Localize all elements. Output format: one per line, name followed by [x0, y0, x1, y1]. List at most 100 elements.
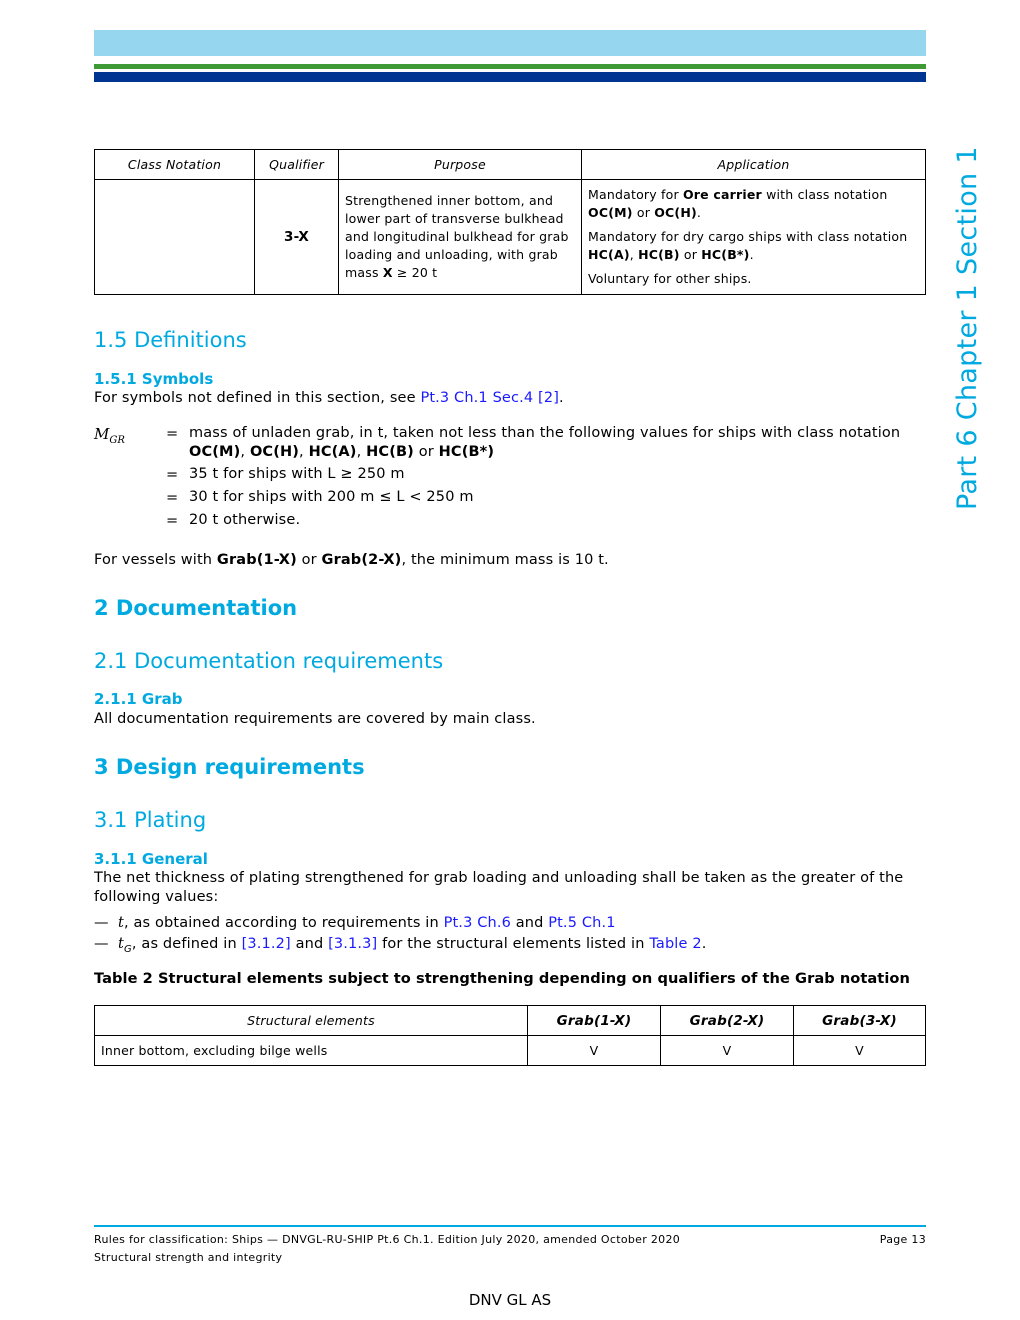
cross-reference-link[interactable]: [3.1.2] [241, 936, 291, 952]
cross-reference-link[interactable]: Pt.3 Ch.6 [443, 915, 511, 931]
definition-row: = [166, 489, 189, 507]
text-segment: or [413, 444, 439, 460]
application-para: Mandatory for Ore carrier with class not… [588, 186, 919, 222]
text-segment: 35 t for ships with L ≥ 250 m [189, 466, 405, 482]
text-segment: and [510, 915, 549, 931]
bullet-text: t, as obtained according to requirements… [118, 914, 616, 933]
col-header-application: Application [581, 149, 926, 180]
cell-grab-1: V [527, 1035, 661, 1066]
cross-reference-link[interactable]: Table 2 [649, 936, 702, 952]
text-segment: ≥ 20 t [392, 265, 438, 280]
col-header-qualifier: Qualifier [254, 149, 339, 180]
footer-line-2: Structural strength and integrity [94, 1251, 283, 1264]
col-header-class-notation: Class Notation [94, 149, 255, 180]
col-header-grab-2: Grab(2-X) [660, 1005, 794, 1036]
definition-row: = [166, 425, 189, 443]
cell-grab-3: V [793, 1035, 926, 1066]
bold-text: OC(M) [588, 205, 633, 220]
cross-reference-link[interactable]: Pt.3 Ch.1 Sec.4 [2] [420, 390, 559, 406]
bold-text: HC(B) [366, 444, 414, 460]
side-section-title: Part 6 Chapter 1 Section 1 [952, 146, 983, 510]
cell-grab-2: V [660, 1035, 794, 1066]
text-segment: or [632, 205, 655, 220]
text-segment: , as obtained according to requirements … [123, 915, 444, 931]
bullet-text: tG, as defined in [3.1.2] and [3.1.3] fo… [118, 935, 706, 959]
header-light-blue-bar [94, 30, 926, 56]
cell-class-notation [94, 179, 255, 295]
text-segment: , [629, 247, 639, 262]
text-segment: t [118, 915, 124, 931]
equals-sign: = [166, 467, 179, 483]
cross-reference-link[interactable]: Pt.5 Ch.1 [548, 915, 616, 931]
bold-text: OC(M) [189, 444, 241, 460]
text-segment: or [296, 552, 322, 568]
text-segment: . [559, 390, 564, 406]
heading-3-1: 3.1 Plating [94, 808, 207, 832]
heading-2-1: 2.1 Documentation requirements [94, 649, 444, 673]
col-header-grab-3: Grab(3-X) [793, 1005, 926, 1036]
class-notation-table: Class Notation Qualifier Purpose Applica… [94, 149, 926, 295]
definition-text: mass of unladen grab, in t, taken not le… [189, 424, 919, 462]
bold-text: HC(B) [638, 247, 680, 262]
structural-elements-table: Structural elements Grab(1-X) Grab(2-X) … [94, 1005, 926, 1066]
bullet-item: — [94, 935, 109, 954]
bold-text: Grab(2-X) [321, 552, 402, 568]
bold-text: OC(H) [654, 205, 697, 220]
text-segment: G [123, 943, 132, 955]
equals-sign: = [166, 490, 179, 506]
bold-text: HC(B*) [438, 444, 495, 460]
page-number: Page 13 [879, 1233, 926, 1246]
text-segment: Mandatory for dry cargo ships with class… [588, 229, 908, 244]
bullet-item: — [94, 914, 109, 933]
text-segment: , the minimum mass is 10 t. [401, 552, 609, 568]
heading-2: 2 Documentation [94, 596, 298, 620]
text-segment: 20 t otherwise. [189, 512, 301, 528]
minimum-mass-note: For vessels with Grab(1-X) or Grab(2-X),… [94, 551, 609, 570]
text-segment: , [240, 444, 250, 460]
text-segment: 30 t for ships with 200 m ≤ L < 250 m [189, 489, 474, 505]
definition-text: 30 t for ships with 200 m ≤ L < 250 m [189, 488, 929, 507]
heading-3-1-1: 3.1.1 General [94, 850, 208, 868]
col-header-structural-elements: Structural elements [94, 1005, 528, 1036]
footer-line-1: Rules for classification: Ships — DNVGL-… [94, 1233, 681, 1246]
text-segment: mass of unladen grab, in t, taken not le… [189, 425, 901, 441]
text-segment: For vessels with [94, 552, 217, 568]
text-segment: Strengthened inner bottom, and lower par… [345, 193, 569, 280]
symbol-subscript: GR [109, 435, 125, 446]
text-segment: with class notation [761, 187, 888, 202]
plating-text: The net thickness of plating strengthene… [94, 870, 904, 905]
table-row: Inner bottom, excluding bilge wells V V … [94, 1035, 926, 1066]
cell-element: Inner bottom, excluding bilge wells [94, 1035, 528, 1066]
bold-text: Ore carrier [682, 187, 762, 202]
equals-sign: = [166, 513, 179, 529]
bold-text: Grab(1-X) [216, 552, 297, 568]
text-segment: Voluntary for other ships. [588, 271, 752, 286]
bold-text: HC(A) [308, 444, 357, 460]
cell-application: Mandatory for Ore carrier with class not… [581, 179, 926, 295]
cell-purpose: Strengthened inner bottom, and lower par… [338, 179, 582, 295]
text-segment: , [299, 444, 309, 460]
definition-row: = [166, 512, 189, 530]
purpose-text: Strengthened inner bottom, and lower par… [345, 192, 575, 282]
bold-text: HC(A) [588, 247, 630, 262]
text-segment: . [696, 205, 702, 220]
table-2-caption: Table 2 Structural elements subject to s… [94, 970, 910, 987]
col-header-grab-1: Grab(1-X) [527, 1005, 661, 1036]
heading-1-5-1: 1.5.1 Symbols [94, 370, 214, 388]
text-segment: , as defined in [131, 936, 242, 952]
text-segment: , [356, 444, 367, 460]
bold-text: OC(H) [249, 444, 300, 460]
text-segment: for the structural elements listed in [377, 936, 650, 952]
symbols-intro: For symbols not defined in this section,… [94, 389, 564, 408]
header-dark-blue-bar [94, 72, 926, 82]
col-header-purpose: Purpose [338, 149, 582, 180]
application-para: Mandatory for dry cargo ships with class… [588, 228, 919, 264]
footer-rule [94, 1225, 926, 1227]
text-segment: For symbols not defined in this section,… [94, 390, 421, 406]
heading-3: 3 Design requirements [94, 755, 365, 779]
definition-text: 20 t otherwise. [189, 511, 929, 530]
text-segment: or [679, 247, 702, 262]
bold-text: HC(B*) [701, 247, 750, 262]
heading-1-5: 1.5 Definitions [94, 328, 247, 352]
cross-reference-link[interactable]: [3.1.3] [328, 936, 378, 952]
